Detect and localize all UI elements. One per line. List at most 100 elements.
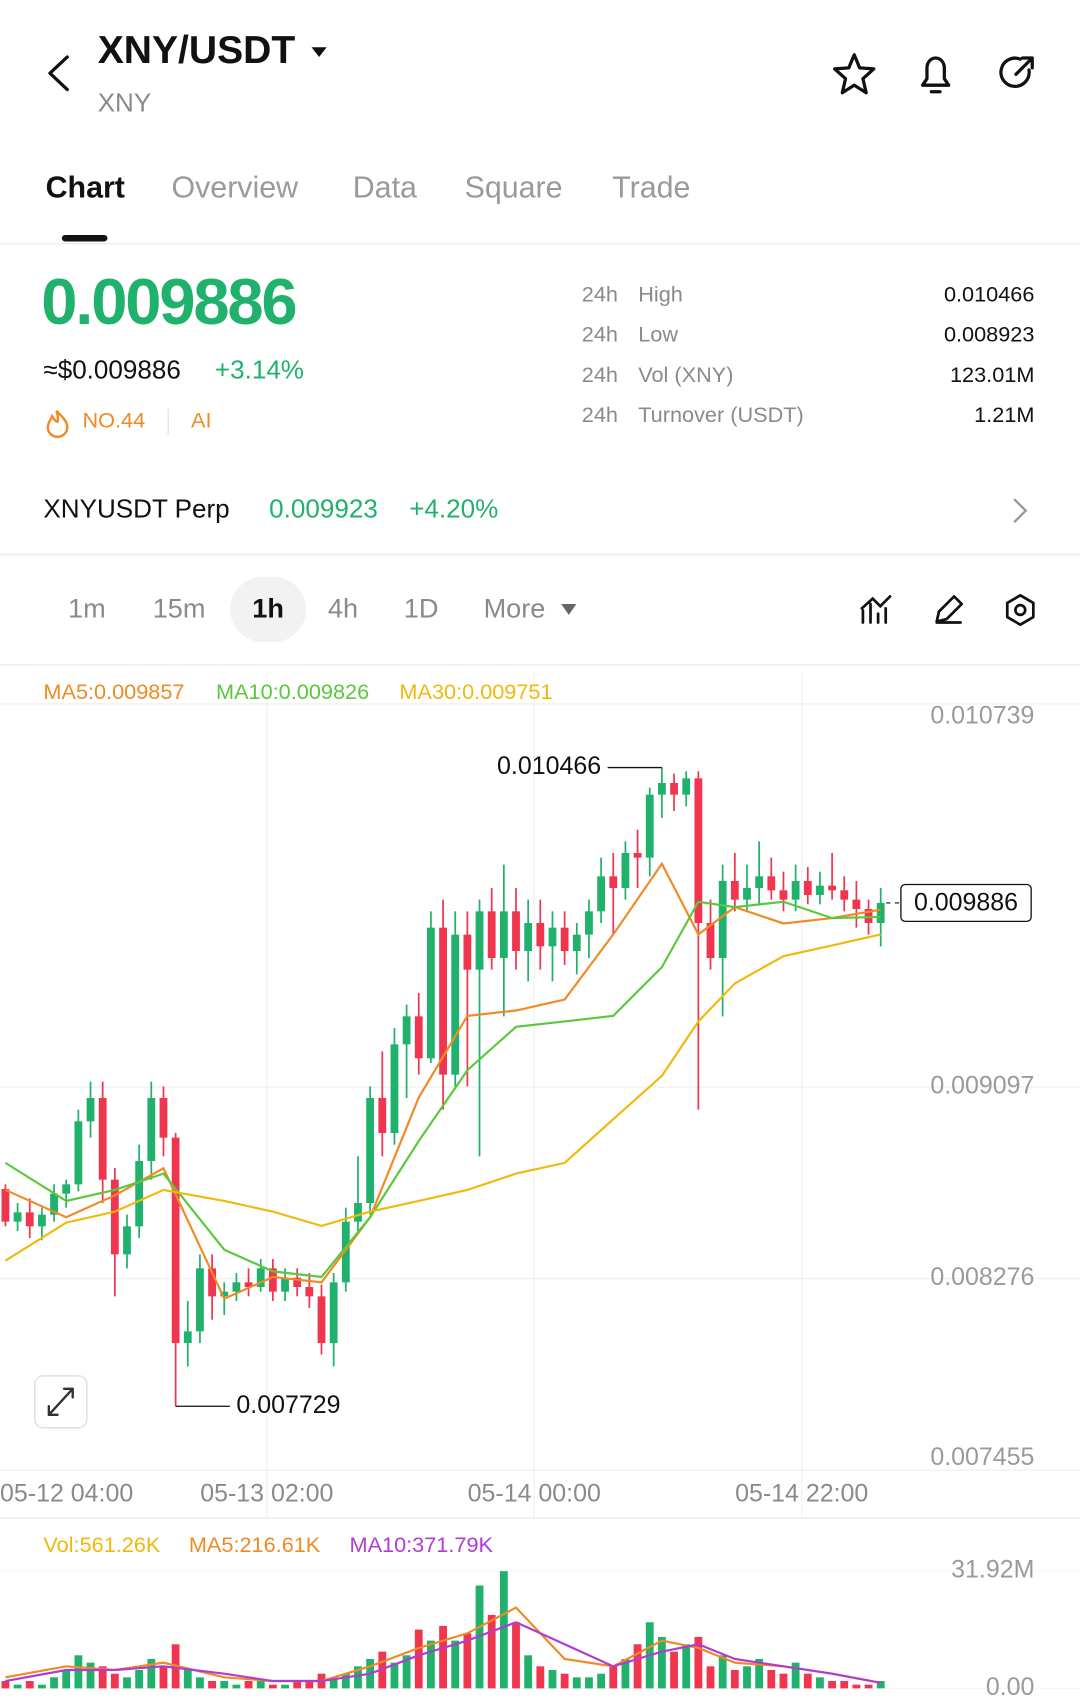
candle-body bbox=[317, 1296, 326, 1344]
candle-body bbox=[402, 1016, 411, 1045]
interval-option[interactable]: 4h bbox=[328, 593, 358, 624]
volume-bar bbox=[427, 1640, 435, 1689]
volume-bar bbox=[706, 1666, 715, 1689]
back-button[interactable] bbox=[48, 55, 69, 92]
volume-bar bbox=[609, 1666, 618, 1689]
y-tick-label: 31.92M bbox=[951, 1556, 1034, 1584]
low-label: 0.007729 bbox=[236, 1391, 340, 1419]
candle-body bbox=[657, 782, 666, 795]
candle-body bbox=[390, 1044, 399, 1134]
volume-bar bbox=[1, 1681, 10, 1689]
volume-bar bbox=[585, 1677, 593, 1689]
tab[interactable]: Chart bbox=[46, 170, 125, 204]
volume-bar bbox=[62, 1670, 71, 1689]
volume-bar bbox=[159, 1666, 168, 1689]
x-tick-label: 05-14 22:00 bbox=[735, 1480, 868, 1508]
candle-body bbox=[427, 927, 435, 1059]
tab[interactable]: Square bbox=[465, 170, 563, 204]
candle-body bbox=[767, 876, 776, 891]
interval-option[interactable]: 15m bbox=[153, 593, 206, 624]
indicator-icon[interactable] bbox=[860, 595, 892, 624]
candle-body bbox=[268, 1268, 277, 1292]
rank-badge[interactable]: NO.44 bbox=[82, 407, 145, 432]
volume-ma-line bbox=[5, 1621, 881, 1684]
perp-arrow[interactable] bbox=[1013, 498, 1028, 523]
candle-body bbox=[475, 911, 484, 970]
candle-body bbox=[670, 782, 678, 795]
volume-ma-line bbox=[5, 1606, 881, 1684]
candle-body bbox=[463, 934, 472, 970]
volume-bar bbox=[730, 1670, 739, 1689]
candle-body bbox=[682, 778, 691, 795]
y-tick-label: 0.007455 bbox=[930, 1443, 1034, 1471]
volume-bar bbox=[281, 1684, 289, 1689]
volume-bar bbox=[25, 1681, 34, 1689]
volume-bar bbox=[828, 1681, 836, 1689]
stat-label: High bbox=[638, 281, 683, 306]
volume-ma-legend: MA5:216.61K bbox=[189, 1532, 321, 1557]
volume-bar bbox=[803, 1673, 812, 1689]
candle-body bbox=[536, 922, 545, 947]
candle-body bbox=[512, 911, 520, 951]
pair-title[interactable]: XNY/USDT bbox=[98, 29, 296, 72]
volume-bar bbox=[414, 1629, 423, 1689]
volume-bar bbox=[536, 1666, 545, 1689]
x-tick-label: 05-13 02:00 bbox=[200, 1480, 333, 1508]
perp-name[interactable]: XNYUSDT Perp bbox=[43, 494, 229, 524]
perp-price[interactable]: 0.009923 bbox=[269, 494, 378, 524]
draw-icon[interactable] bbox=[935, 595, 964, 624]
interval-option[interactable]: More bbox=[484, 593, 546, 624]
volume-bar bbox=[147, 1658, 156, 1689]
active-interval-bg bbox=[230, 576, 307, 643]
volume-bar bbox=[439, 1625, 447, 1689]
candle-body bbox=[645, 794, 654, 858]
settings-icon[interactable] bbox=[1005, 593, 1035, 627]
candle-body bbox=[244, 1282, 253, 1288]
interval-option[interactable]: 1h bbox=[252, 593, 284, 624]
interval-option[interactable]: 1m bbox=[68, 593, 106, 624]
volume-bar bbox=[98, 1666, 107, 1689]
perp-change[interactable]: +4.20% bbox=[409, 494, 498, 524]
x-tick-label: 05-12 04:00 bbox=[0, 1480, 133, 1508]
volume-bar bbox=[463, 1633, 472, 1689]
volume-bar bbox=[548, 1670, 557, 1689]
ma-line bbox=[4, 933, 881, 1262]
pair-dropdown[interactable] bbox=[311, 47, 327, 57]
more-dropdown[interactable] bbox=[561, 604, 577, 615]
candle-body bbox=[864, 908, 873, 923]
candle-body bbox=[743, 887, 751, 900]
interval-option[interactable]: 1D bbox=[404, 593, 439, 624]
ai-badge[interactable]: AI bbox=[191, 407, 212, 432]
high-label: 0.010466 bbox=[497, 752, 601, 780]
volume-bar bbox=[451, 1640, 460, 1689]
candle-body bbox=[354, 1203, 362, 1222]
candle-body bbox=[123, 1226, 131, 1255]
current-price-box bbox=[900, 883, 1032, 923]
y-tick-label: 0.00 bbox=[986, 1673, 1035, 1701]
tab[interactable]: Overview bbox=[171, 170, 299, 204]
tab[interactable]: Data bbox=[353, 170, 417, 204]
volume-bar bbox=[718, 1655, 727, 1689]
volume-bar bbox=[572, 1677, 581, 1689]
ma-legend: MA30:0.009751 bbox=[399, 679, 552, 704]
candle-body bbox=[171, 1137, 180, 1344]
volume-bar bbox=[621, 1658, 630, 1689]
y-tick-label: 0.008276 bbox=[930, 1263, 1034, 1291]
candle-body bbox=[718, 880, 727, 958]
candle-body bbox=[524, 922, 533, 951]
volume-bar bbox=[208, 1681, 216, 1689]
candle-body bbox=[706, 922, 715, 958]
tab[interactable]: Trade bbox=[612, 170, 690, 204]
alert-icon[interactable] bbox=[920, 56, 951, 94]
candle-body bbox=[852, 899, 861, 909]
y-tick-label: 0.010739 bbox=[930, 702, 1034, 730]
favorite-icon[interactable] bbox=[833, 53, 876, 95]
volume-bar bbox=[682, 1644, 691, 1689]
share-icon[interactable] bbox=[999, 56, 1034, 88]
volume-bar bbox=[37, 1684, 46, 1689]
candle-body bbox=[159, 1098, 168, 1138]
candle-body bbox=[560, 927, 569, 951]
candle-body bbox=[50, 1193, 58, 1215]
